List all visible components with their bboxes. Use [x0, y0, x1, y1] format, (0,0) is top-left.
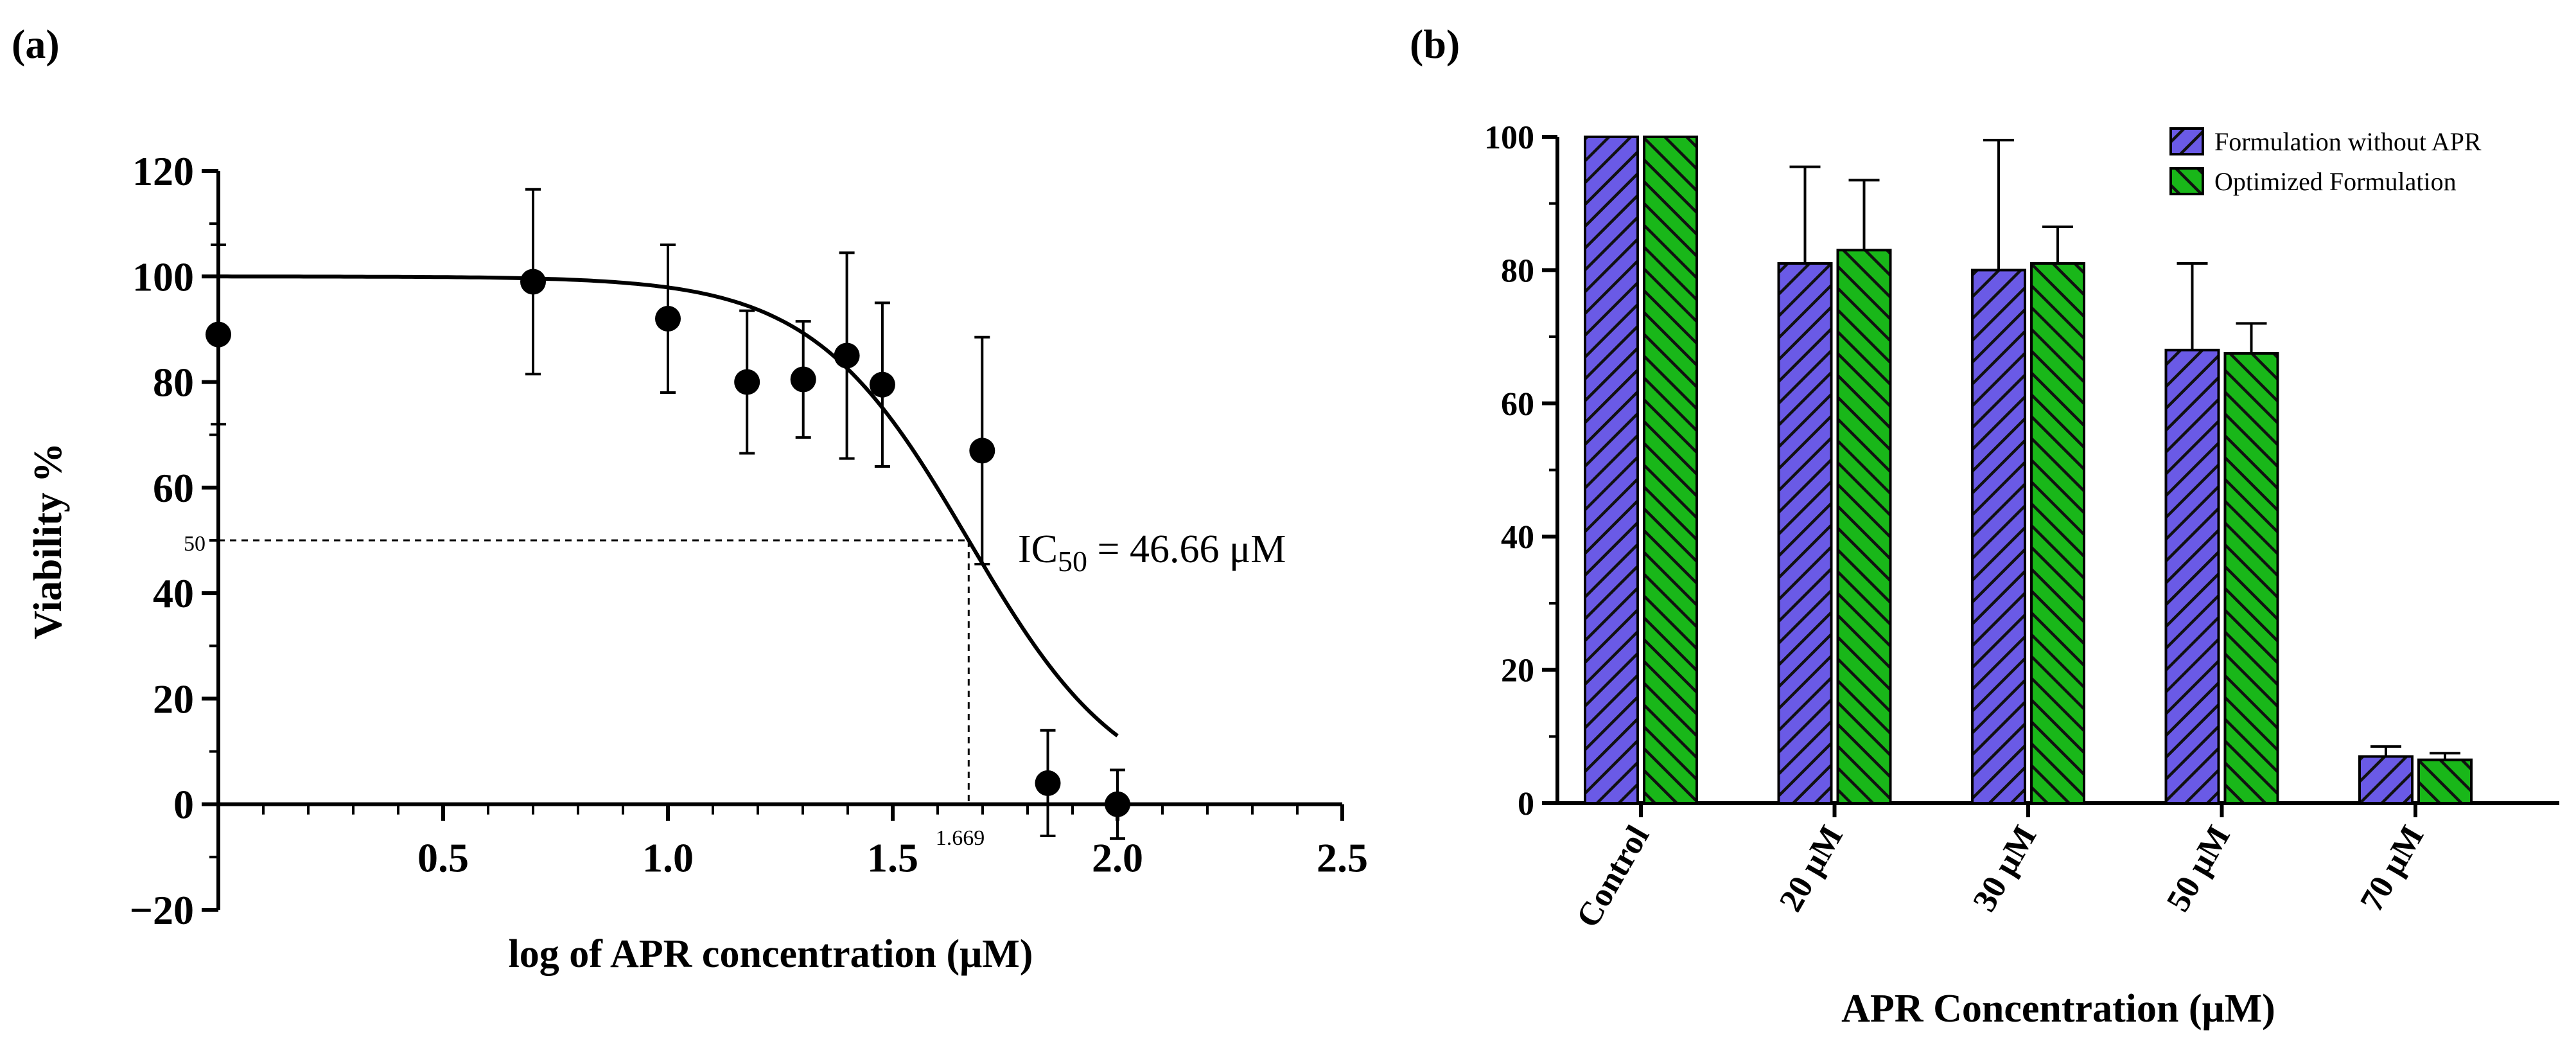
point-marker — [969, 438, 995, 464]
chart-a-y-tick-label: 120 — [132, 148, 194, 194]
panel-b-label: (b) — [1410, 21, 1460, 67]
chart-b-x-tick-label: 50 μM — [2160, 820, 2238, 918]
point-marker — [655, 306, 681, 332]
bar-group — [1643, 136, 1698, 804]
legend-swatch-formulation-without-apr — [2169, 127, 2204, 155]
bar-group — [2223, 322, 2279, 804]
data-point — [834, 251, 860, 460]
bar — [1836, 249, 1892, 805]
bar — [1971, 269, 2026, 804]
chart-a-points — [206, 188, 1130, 840]
bar-group — [1584, 136, 1639, 804]
point-marker — [790, 366, 816, 393]
chart-a-y-ticks: −20 0 20 40 60 80 100 120 — [130, 148, 218, 933]
chart-b-y-ticks: 0 20 40 60 80 100 — [1484, 120, 1557, 822]
chart-a-y-tick-label: 60 — [153, 465, 194, 511]
chart-a-y-label: Viability % — [26, 443, 70, 639]
ref-x-label: 1.669 — [936, 826, 985, 850]
ic50-subscript: 50 — [1058, 545, 1087, 578]
bar — [1777, 262, 1833, 804]
chart-a-x-label: log of APR concentration (μM) — [509, 932, 1033, 976]
bar — [2358, 755, 2414, 805]
point-marker — [520, 269, 546, 295]
bar-group — [1971, 139, 2026, 804]
chart-a-y-tick-label: 80 — [153, 360, 194, 405]
data-point — [520, 188, 546, 376]
data-point — [790, 320, 816, 439]
bar-group — [2358, 745, 2414, 805]
legend-swatch-optimized-formulation — [2169, 167, 2204, 195]
chart-a-y-tick-label: 20 — [153, 676, 194, 722]
data-point — [969, 335, 995, 565]
point-marker — [206, 321, 231, 348]
chart-b-y-tick-label: 20 — [1501, 653, 1534, 689]
chart-a-y-tick-label: 100 — [132, 254, 194, 299]
chart-a-x-tick-label: 1.0 — [642, 835, 694, 881]
chart-a-y-tick-label: −20 — [130, 887, 194, 933]
ref-y-label: 50 — [184, 532, 206, 556]
chart-a-reference-lines — [218, 539, 970, 804]
bar — [1584, 136, 1639, 804]
bar — [2417, 758, 2473, 804]
bar-group — [2164, 262, 2220, 804]
bar-group — [2030, 225, 2085, 804]
bar — [1643, 136, 1698, 804]
point-marker — [734, 369, 760, 395]
legend-label-optimized-formulation: Optimized Formulation — [2214, 167, 2457, 196]
chart-a-y-tick-label: 40 — [153, 571, 194, 616]
data-point — [734, 309, 760, 455]
panel-a-label: (a) — [12, 21, 60, 67]
chart-b-y-tick-label: 100 — [1484, 120, 1534, 156]
data-point — [655, 244, 681, 394]
bar — [2030, 262, 2085, 804]
chart-b-x-tick-label: 70 μM — [2353, 820, 2431, 918]
ic50-prefix: IC — [1018, 527, 1058, 571]
chart-b-legend: Formulation without APR Optimized Formul… — [2169, 127, 2482, 196]
chart-b-y-tick-label: 80 — [1501, 253, 1534, 289]
chart-a-x-tick-label: 1.5 — [867, 835, 918, 881]
chart-b: (b) 0 20 40 60 80 100 Control 20 μM 30 μM 50 μM 7… — [1410, 21, 2559, 1031]
ic50-annotation: IC50 = 46.66 μM — [1018, 527, 1286, 578]
chart-b-x-label: APR Concentration (μM) — [1841, 987, 2275, 1031]
chart-a-y-tick-label: 0 — [173, 782, 194, 828]
point-marker — [834, 342, 860, 369]
chart-a-x-tick-label: 0.5 — [417, 835, 469, 881]
bar-group — [1836, 179, 1892, 805]
legend-label-formulation-without-apr: Formulation without APR — [2214, 127, 2482, 156]
chart-a-x-tick-label: 2.0 — [1092, 835, 1143, 881]
bar — [2223, 352, 2279, 804]
chart-b-x-tick-label: 30 μM — [1966, 820, 2044, 918]
chart-a-x-ticks: 0.5 1.0 1.5 2.0 2.5 — [262, 804, 1368, 881]
data-point — [206, 244, 231, 426]
chart-a: (a) −20 0 20 40 60 80 100 120 0.5 1.0 1.5 2.0 2.5 V… — [12, 21, 1368, 976]
bar — [2164, 348, 2220, 804]
data-point — [1105, 768, 1130, 840]
bar-group — [2417, 752, 2473, 804]
chart-b-y-tick-label: 60 — [1501, 386, 1534, 423]
data-point — [1035, 729, 1061, 837]
point-marker — [1105, 791, 1130, 817]
chart-b-x-tick-label: Control — [1570, 820, 1657, 934]
chart-b-x-ticks: Control 20 μM 30 μM 50 μM 70 μM — [1570, 803, 2431, 934]
data-point — [869, 301, 895, 468]
chart-b-y-tick-label: 40 — [1501, 519, 1534, 556]
chart-b-y-tick-label: 0 — [1518, 786, 1534, 822]
chart-b-x-tick-label: 20 μM — [1773, 820, 1850, 918]
bar-group — [1777, 165, 1833, 804]
point-marker — [1035, 770, 1061, 796]
chart-a-x-tick-label: 2.5 — [1317, 835, 1368, 881]
point-marker — [869, 371, 895, 398]
ic50-suffix: = 46.66 μM — [1087, 527, 1286, 571]
chart-b-bars — [1584, 136, 2473, 805]
